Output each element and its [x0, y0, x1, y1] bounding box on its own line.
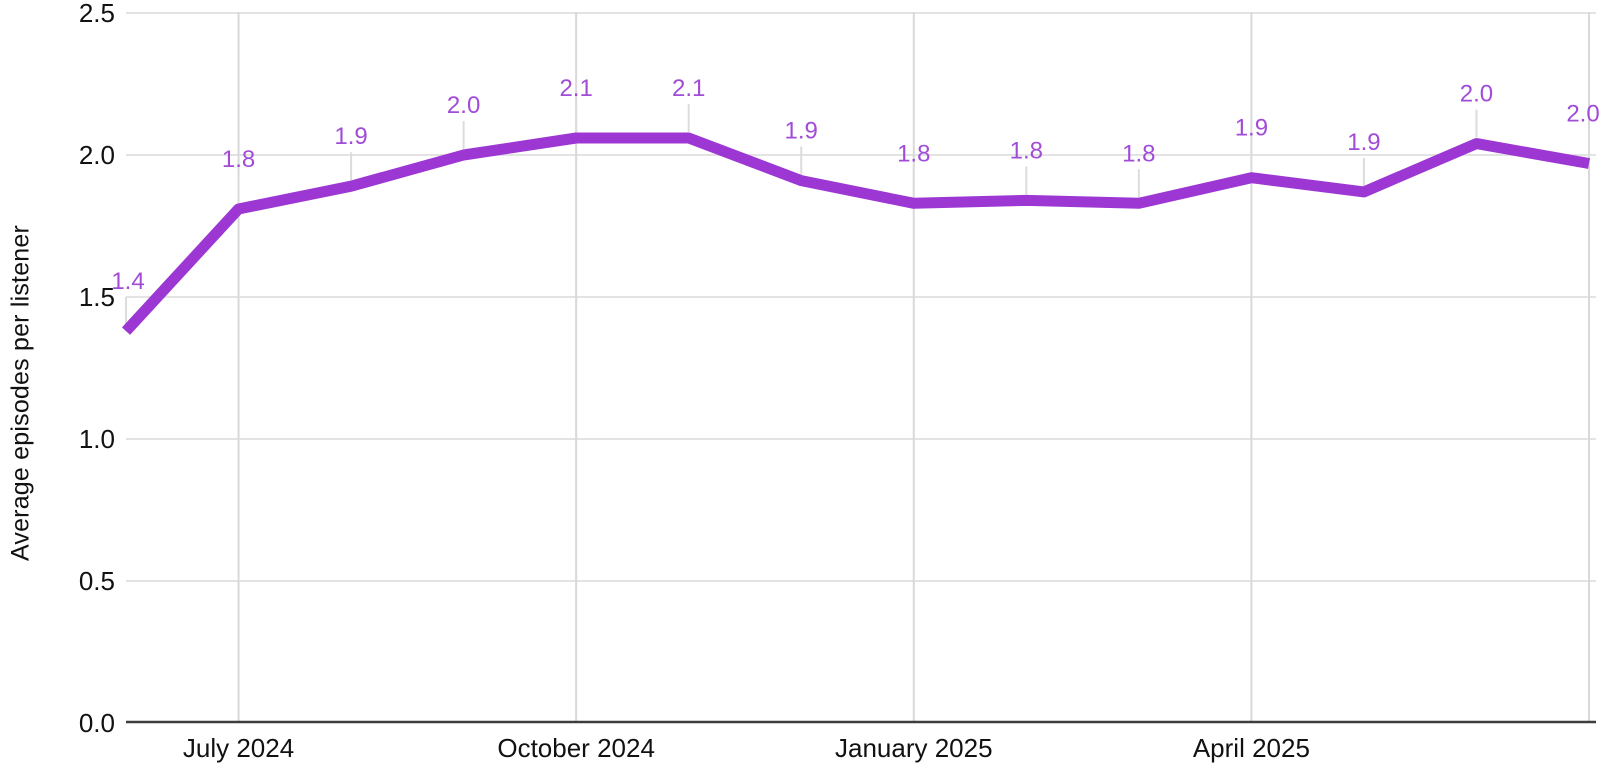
- data-point-label: 2.1: [672, 75, 705, 102]
- data-point-label: 2.0: [1460, 81, 1493, 108]
- data-point-label: 1.9: [785, 118, 818, 145]
- y-axis-title: Average episodes per listener: [6, 224, 35, 562]
- y-tick-label: 1.0: [79, 424, 115, 454]
- data-point-label: 1.9: [1347, 129, 1380, 156]
- x-tick-label: January 2025: [835, 733, 993, 763]
- x-tick-label: July 2024: [183, 733, 294, 763]
- x-tick-label: October 2024: [497, 733, 655, 763]
- data-point-label: 1.8: [222, 146, 255, 173]
- data-point-label: 1.4: [111, 268, 144, 295]
- y-tick-label: 1.5: [79, 282, 115, 312]
- data-point-label: 2.0: [447, 92, 480, 119]
- series-line: [121, 132, 1590, 335]
- data-point-label: 1.9: [334, 123, 367, 150]
- y-tick-label: 2.0: [79, 140, 115, 170]
- y-tick-label: 0.5: [79, 566, 115, 596]
- data-point-label: 2.1: [559, 75, 592, 102]
- data-point-label: 2.0: [1566, 101, 1599, 128]
- data-point-label: 1.8: [897, 140, 930, 167]
- data-point-label: 1.9: [1235, 115, 1268, 142]
- y-tick-label: 0.0: [79, 708, 115, 738]
- data-point-label: 1.8: [1122, 140, 1155, 167]
- data-point-label: 1.8: [1010, 137, 1043, 164]
- x-tick-label: April 2025: [1193, 733, 1310, 763]
- y-tick-label: 2.5: [79, 0, 115, 28]
